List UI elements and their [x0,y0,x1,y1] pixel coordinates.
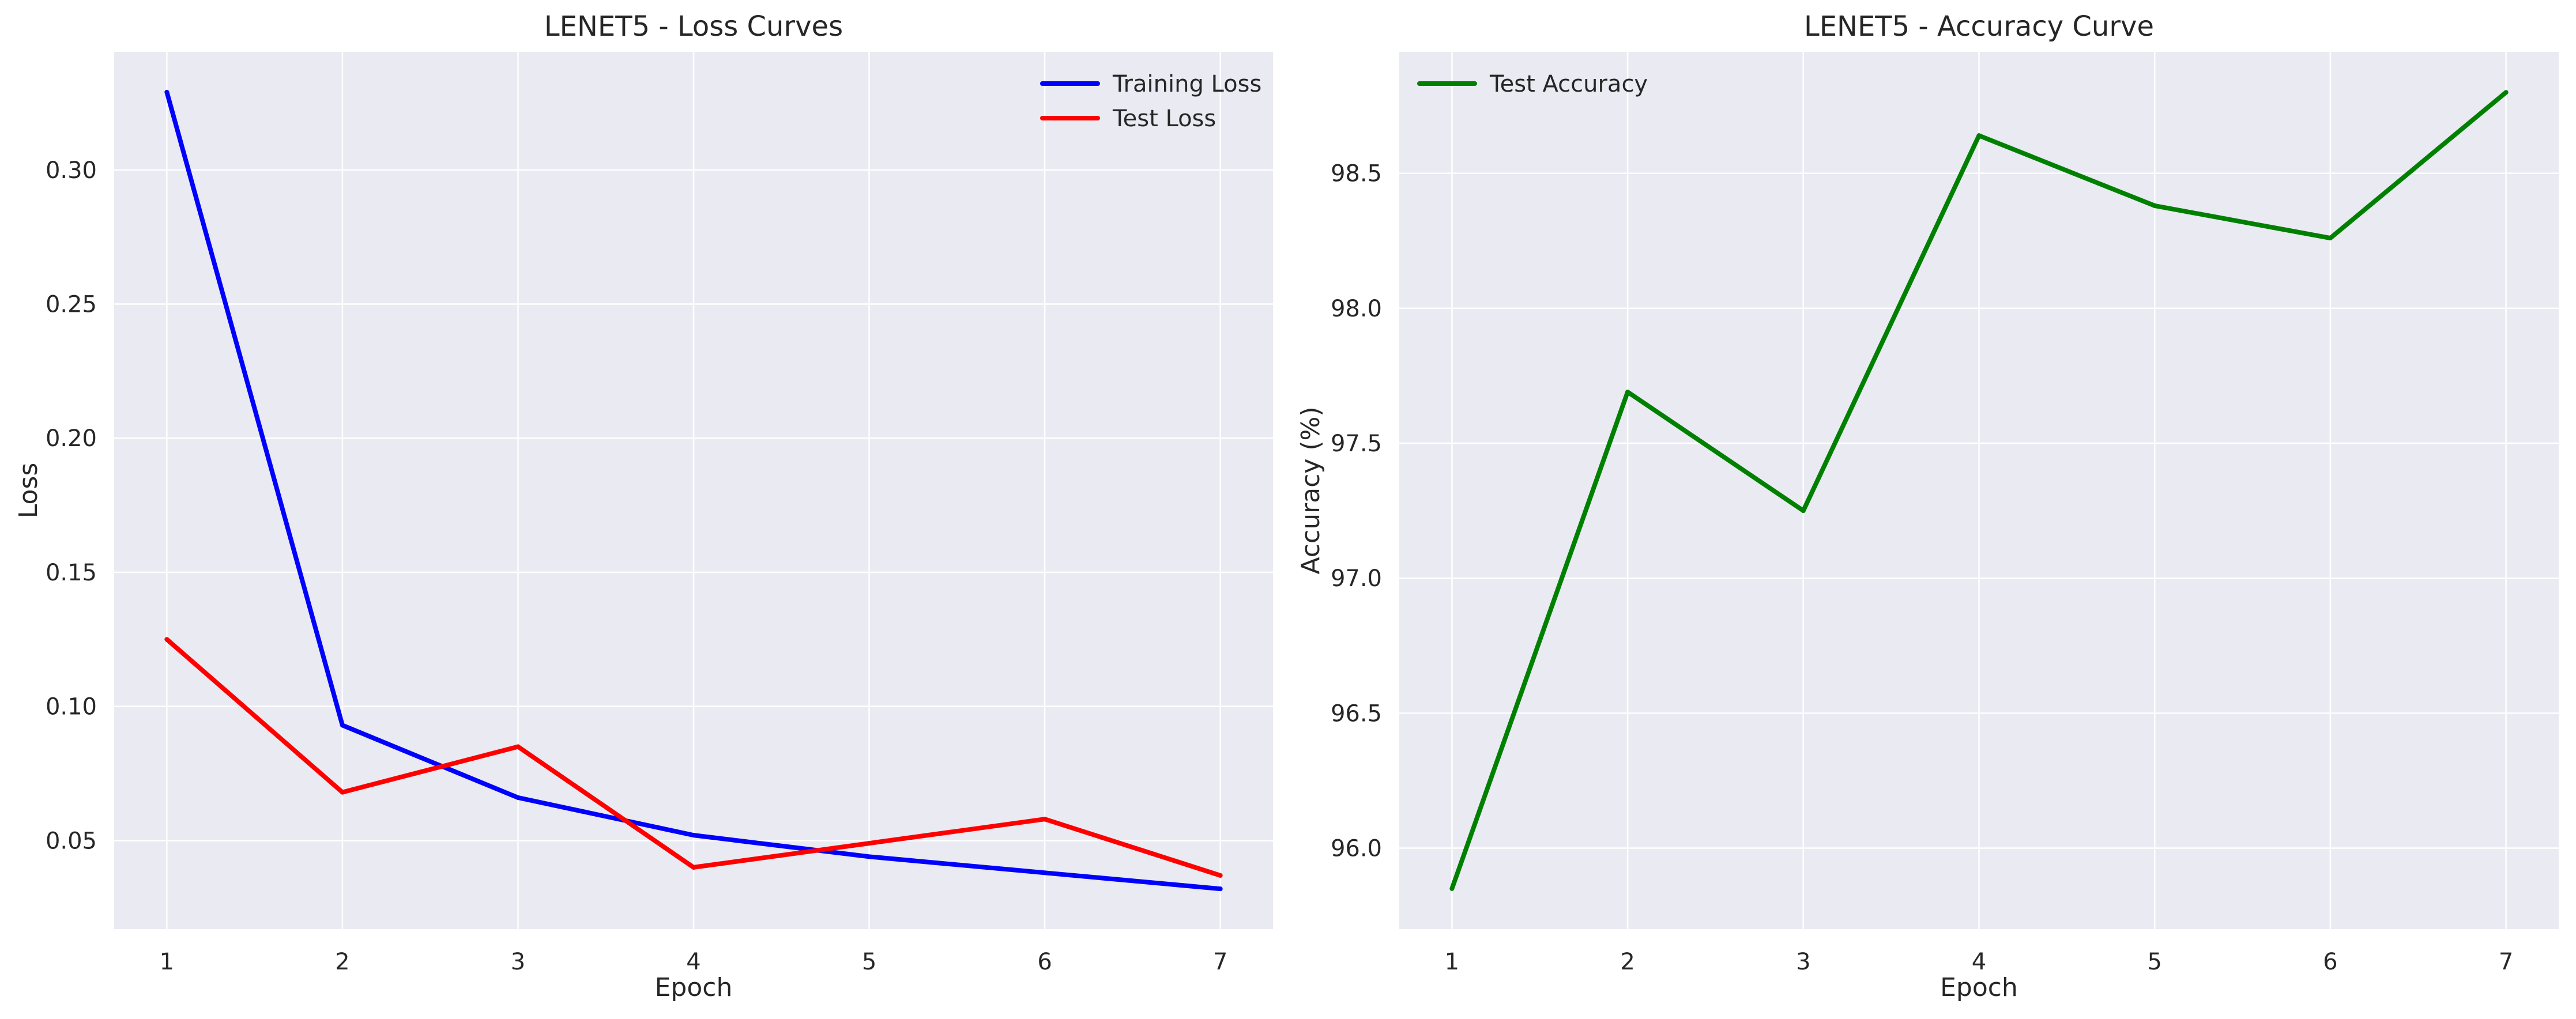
y-axis-label: Loss [14,463,43,519]
x-tick-label: 2 [335,949,349,975]
x-tick-label: 4 [1972,949,1986,975]
data-point-test-loss [340,790,345,795]
data-point-test-loss [867,841,872,846]
y-tick-label: 0.25 [46,292,97,318]
y-tick-label: 98.0 [1331,296,1382,322]
y-tick-label: 0.05 [46,828,97,854]
y-tick-label: 0.15 [46,560,97,586]
y-tick-label: 0.30 [46,157,97,184]
legend-label: Training Loss [1112,71,1261,97]
data-point-test-loss [1218,873,1223,878]
y-axis-label: Accuracy (%) [1296,406,1325,574]
loss-chart: 1 2 3 4 5 6 7 0.05 0.10 0.15 0.20 0.25 0.30 LENET5 - … [14,10,1273,1002]
legend: Test Accuracy [1417,71,1648,97]
data-point-test-accuracy [1801,508,1806,514]
data-point-test-accuracy [1976,133,1982,138]
x-tick-label: 5 [2147,949,2161,975]
data-point-training-loss [691,833,696,838]
x-tick-label: 7 [1213,949,1227,975]
legend: Training Loss Test Loss [1040,71,1261,132]
x-axis-label: Epoch [1940,973,2018,1002]
y-tick-label: 0.20 [46,425,97,452]
x-tick-label: 3 [1796,949,1810,975]
x-tick-label: 6 [2323,949,2337,975]
data-point-training-loss [867,854,872,859]
y-tick-label: 96.5 [1331,700,1382,727]
chart-title: LENET5 - Loss Curves [544,10,843,43]
chart-title: LENET5 - Accuracy Curve [1804,10,2154,43]
x-tick-label: 6 [1037,949,1052,975]
x-axis-label: Epoch [655,973,733,1002]
y-tick-label: 97.0 [1331,565,1382,592]
data-point-test-accuracy [2152,203,2157,208]
accuracy-chart: 1 2 3 4 5 6 7 96.0 96.5 97.0 97.5 98.0 98.5 LENET5 - … [1296,10,2559,1002]
x-tick-label: 4 [686,949,701,975]
x-tick-label: 3 [511,949,525,975]
data-point-training-loss [1218,886,1223,892]
data-point-test-loss [691,865,696,870]
y-tick-label: 97.5 [1331,431,1382,457]
data-point-test-loss [164,637,170,642]
x-tick-label: 1 [160,949,174,975]
legend-label: Test Loss [1112,105,1216,132]
data-point-test-loss [1042,817,1048,822]
x-tick-label: 1 [1445,949,1459,975]
x-tick-label: 2 [1620,949,1635,975]
data-point-test-accuracy [1449,886,1455,891]
y-tick-label: 98.5 [1331,161,1382,187]
data-point-test-loss [515,744,521,749]
data-point-training-loss [515,795,521,800]
data-point-training-loss [1042,870,1048,875]
legend-label: Test Accuracy [1489,71,1648,97]
x-tick-label: 7 [2499,949,2513,975]
y-tick-label: 96.0 [1331,836,1382,862]
x-tick-label: 5 [862,949,876,975]
data-point-training-loss [164,89,170,95]
data-point-test-accuracy [2503,90,2509,95]
y-tick-label: 0.10 [46,694,97,720]
data-point-test-accuracy [1625,390,1630,395]
data-point-training-loss [340,723,345,728]
data-point-test-accuracy [2328,236,2333,241]
